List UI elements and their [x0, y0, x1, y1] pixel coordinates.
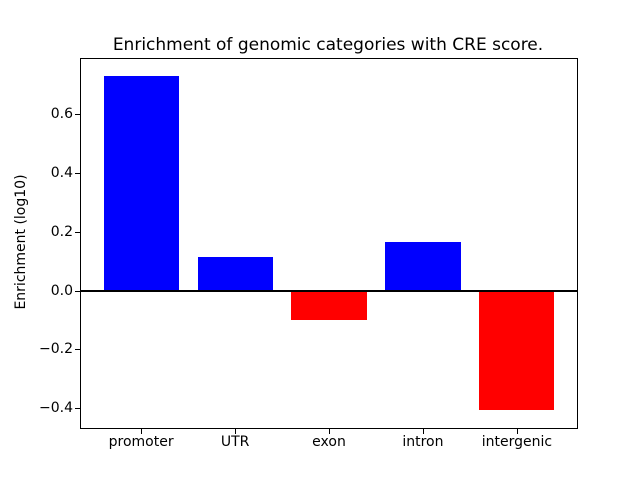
- y-tick-label: 0.6: [50, 106, 73, 122]
- x-tick-label: UTR: [220, 434, 250, 450]
- y-tick: [75, 172, 80, 174]
- x-tick: [235, 429, 237, 434]
- y-tick-label: 0.0: [50, 282, 73, 299]
- y-tick-label: −0.2: [39, 341, 73, 358]
- zero-baseline: [81, 289, 577, 292]
- x-tick: [516, 429, 518, 434]
- x-tick-label: intron: [402, 434, 444, 450]
- x-tick: [329, 429, 330, 434]
- bar-exon: [291, 290, 367, 320]
- bar-intergenic: [479, 290, 555, 410]
- bar-promoter: [103, 75, 179, 291]
- y-tick: [75, 408, 80, 410]
- x-tick-label: promoter: [108, 434, 174, 450]
- y-tick: [75, 114, 80, 115]
- x-tick-label: intergenic: [481, 434, 553, 450]
- y-tick: [75, 231, 80, 233]
- x-tick: [422, 429, 424, 434]
- y-tick: [75, 290, 80, 292]
- chart-title: Enrichment of genomic categories with CR…: [112, 35, 544, 55]
- x-tick-label: exon: [312, 434, 346, 450]
- bar-UTR: [197, 256, 273, 291]
- plot-area: 0.6 0.4 0.2 0.0 −0.2 −0.4 promoter UTR exon intro…: [39, 58, 578, 450]
- y-axis-label: Enrichment (log10): [13, 174, 29, 310]
- y-tick-label: 0.2: [50, 223, 73, 240]
- y-tick-label: −0.4: [39, 400, 73, 417]
- y-tick-label: 0.4: [50, 164, 73, 181]
- bar-intron: [385, 242, 461, 291]
- x-tick: [141, 429, 143, 434]
- y-tick: [75, 349, 80, 351]
